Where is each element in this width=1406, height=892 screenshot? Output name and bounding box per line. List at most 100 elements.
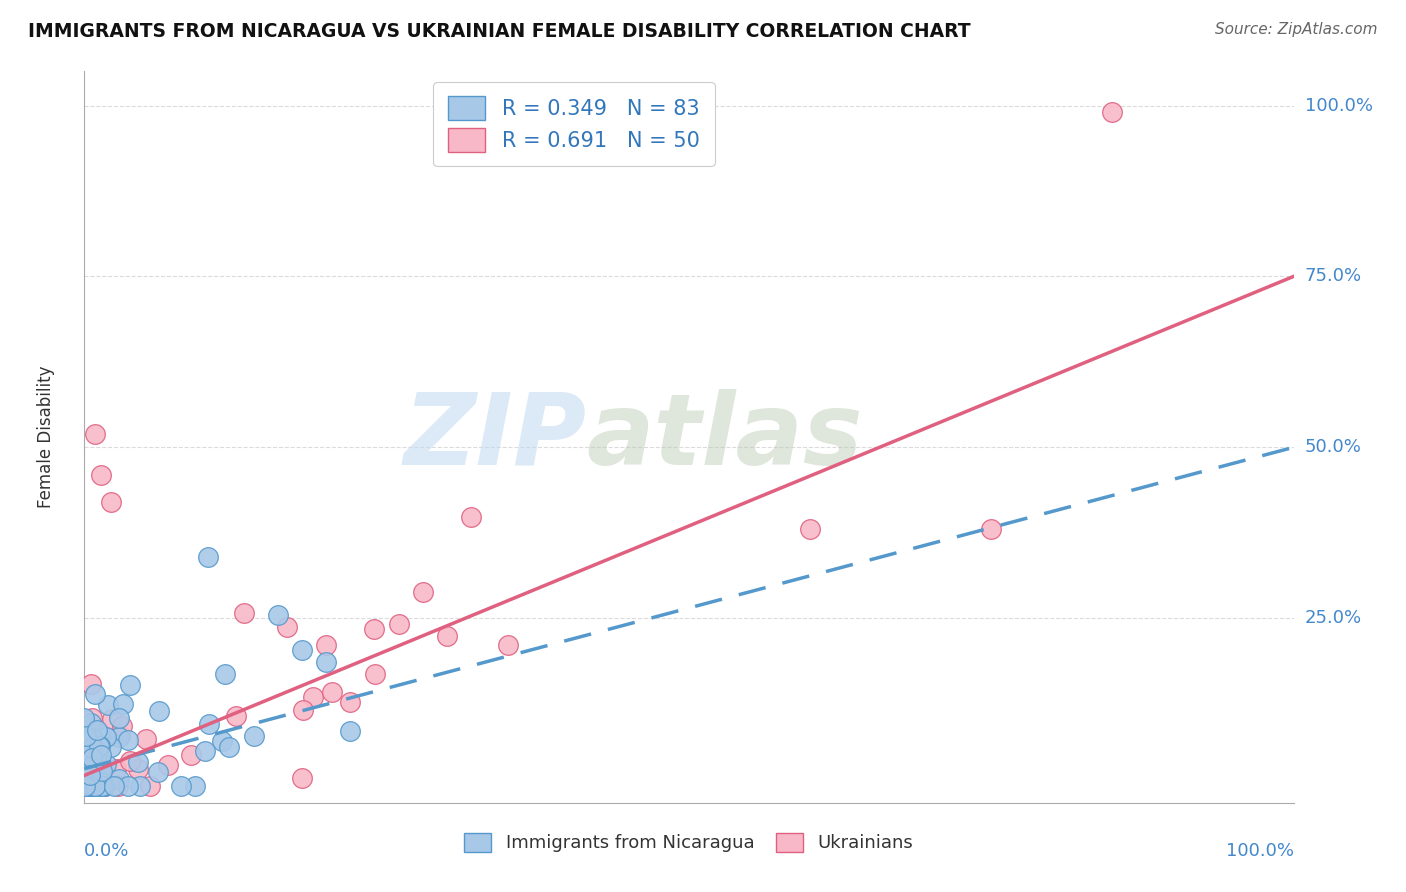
- Point: [117, 779, 139, 793]
- Point: [79, 768, 101, 782]
- Point: [77, 779, 100, 793]
- Point: [82, 779, 104, 793]
- Point: [97, 698, 120, 712]
- Point: [91, 776, 114, 790]
- Point: [90, 748, 112, 763]
- Point: [315, 638, 337, 652]
- Point: [980, 522, 1002, 536]
- Point: [211, 733, 233, 747]
- Point: [75, 779, 97, 793]
- Point: [83, 735, 105, 749]
- Point: [799, 522, 821, 536]
- Point: [242, 729, 264, 743]
- Text: Female Disability: Female Disability: [37, 366, 55, 508]
- Point: [91, 779, 114, 793]
- Point: [80, 746, 103, 760]
- Point: [76, 774, 98, 789]
- Point: [1101, 105, 1123, 120]
- Point: [388, 617, 411, 632]
- Text: 100.0%: 100.0%: [1305, 96, 1372, 114]
- Point: [363, 666, 385, 681]
- Point: [79, 779, 101, 793]
- Point: [233, 606, 256, 620]
- Point: [108, 710, 131, 724]
- Text: atlas: atlas: [586, 389, 863, 485]
- Text: 50.0%: 50.0%: [1305, 438, 1361, 457]
- Point: [84, 779, 107, 793]
- Point: [90, 779, 112, 793]
- Point: [436, 629, 458, 643]
- Point: [100, 495, 122, 509]
- Point: [75, 768, 97, 782]
- Point: [108, 730, 131, 744]
- Point: [80, 677, 103, 691]
- Point: [73, 779, 96, 793]
- Point: [127, 762, 149, 776]
- Point: [214, 666, 236, 681]
- Text: 75.0%: 75.0%: [1305, 268, 1362, 285]
- Point: [75, 729, 97, 743]
- Point: [184, 779, 207, 793]
- Point: [83, 779, 105, 793]
- Point: [73, 710, 96, 724]
- Point: [267, 608, 290, 623]
- Point: [91, 772, 114, 786]
- Point: [302, 690, 325, 704]
- Point: [79, 721, 101, 735]
- Point: [73, 779, 96, 793]
- Text: 25.0%: 25.0%: [1305, 609, 1362, 627]
- Point: [321, 684, 343, 698]
- Text: ZIP: ZIP: [404, 389, 586, 485]
- Text: 0.0%: 0.0%: [84, 842, 129, 860]
- Point: [77, 779, 100, 793]
- Point: [77, 778, 100, 792]
- Text: Source: ZipAtlas.com: Source: ZipAtlas.com: [1215, 22, 1378, 37]
- Point: [103, 779, 125, 793]
- Point: [291, 642, 314, 657]
- Point: [117, 733, 139, 747]
- Point: [87, 740, 110, 755]
- Text: 100.0%: 100.0%: [1226, 842, 1294, 860]
- Point: [146, 765, 169, 780]
- Point: [77, 779, 100, 793]
- Point: [75, 752, 97, 766]
- Point: [73, 779, 96, 793]
- Point: [86, 723, 108, 738]
- Point: [170, 779, 193, 793]
- Point: [291, 771, 314, 785]
- Point: [77, 735, 100, 749]
- Point: [82, 711, 104, 725]
- Point: [80, 716, 103, 731]
- Point: [82, 751, 104, 765]
- Point: [75, 779, 97, 793]
- Point: [218, 739, 240, 754]
- Point: [82, 731, 104, 745]
- Point: [94, 730, 117, 744]
- Point: [82, 760, 104, 774]
- Point: [83, 779, 105, 793]
- Point: [96, 757, 118, 772]
- Point: [100, 712, 122, 726]
- Point: [79, 779, 101, 793]
- Point: [83, 738, 105, 752]
- Point: [76, 779, 98, 793]
- Point: [138, 779, 160, 793]
- Legend: Immigrants from Nicaragua, Ukrainians: Immigrants from Nicaragua, Ukrainians: [457, 826, 921, 860]
- Point: [135, 731, 157, 746]
- Point: [198, 717, 221, 731]
- Point: [118, 754, 141, 768]
- Point: [87, 739, 110, 754]
- Point: [80, 747, 103, 761]
- Point: [315, 655, 337, 669]
- Point: [292, 703, 315, 717]
- Point: [82, 757, 104, 772]
- Point: [225, 708, 247, 723]
- Point: [90, 467, 112, 482]
- Point: [107, 779, 129, 793]
- Point: [100, 740, 122, 755]
- Point: [82, 779, 104, 793]
- Point: [84, 751, 107, 765]
- Point: [80, 779, 103, 793]
- Point: [94, 779, 117, 793]
- Point: [118, 678, 141, 692]
